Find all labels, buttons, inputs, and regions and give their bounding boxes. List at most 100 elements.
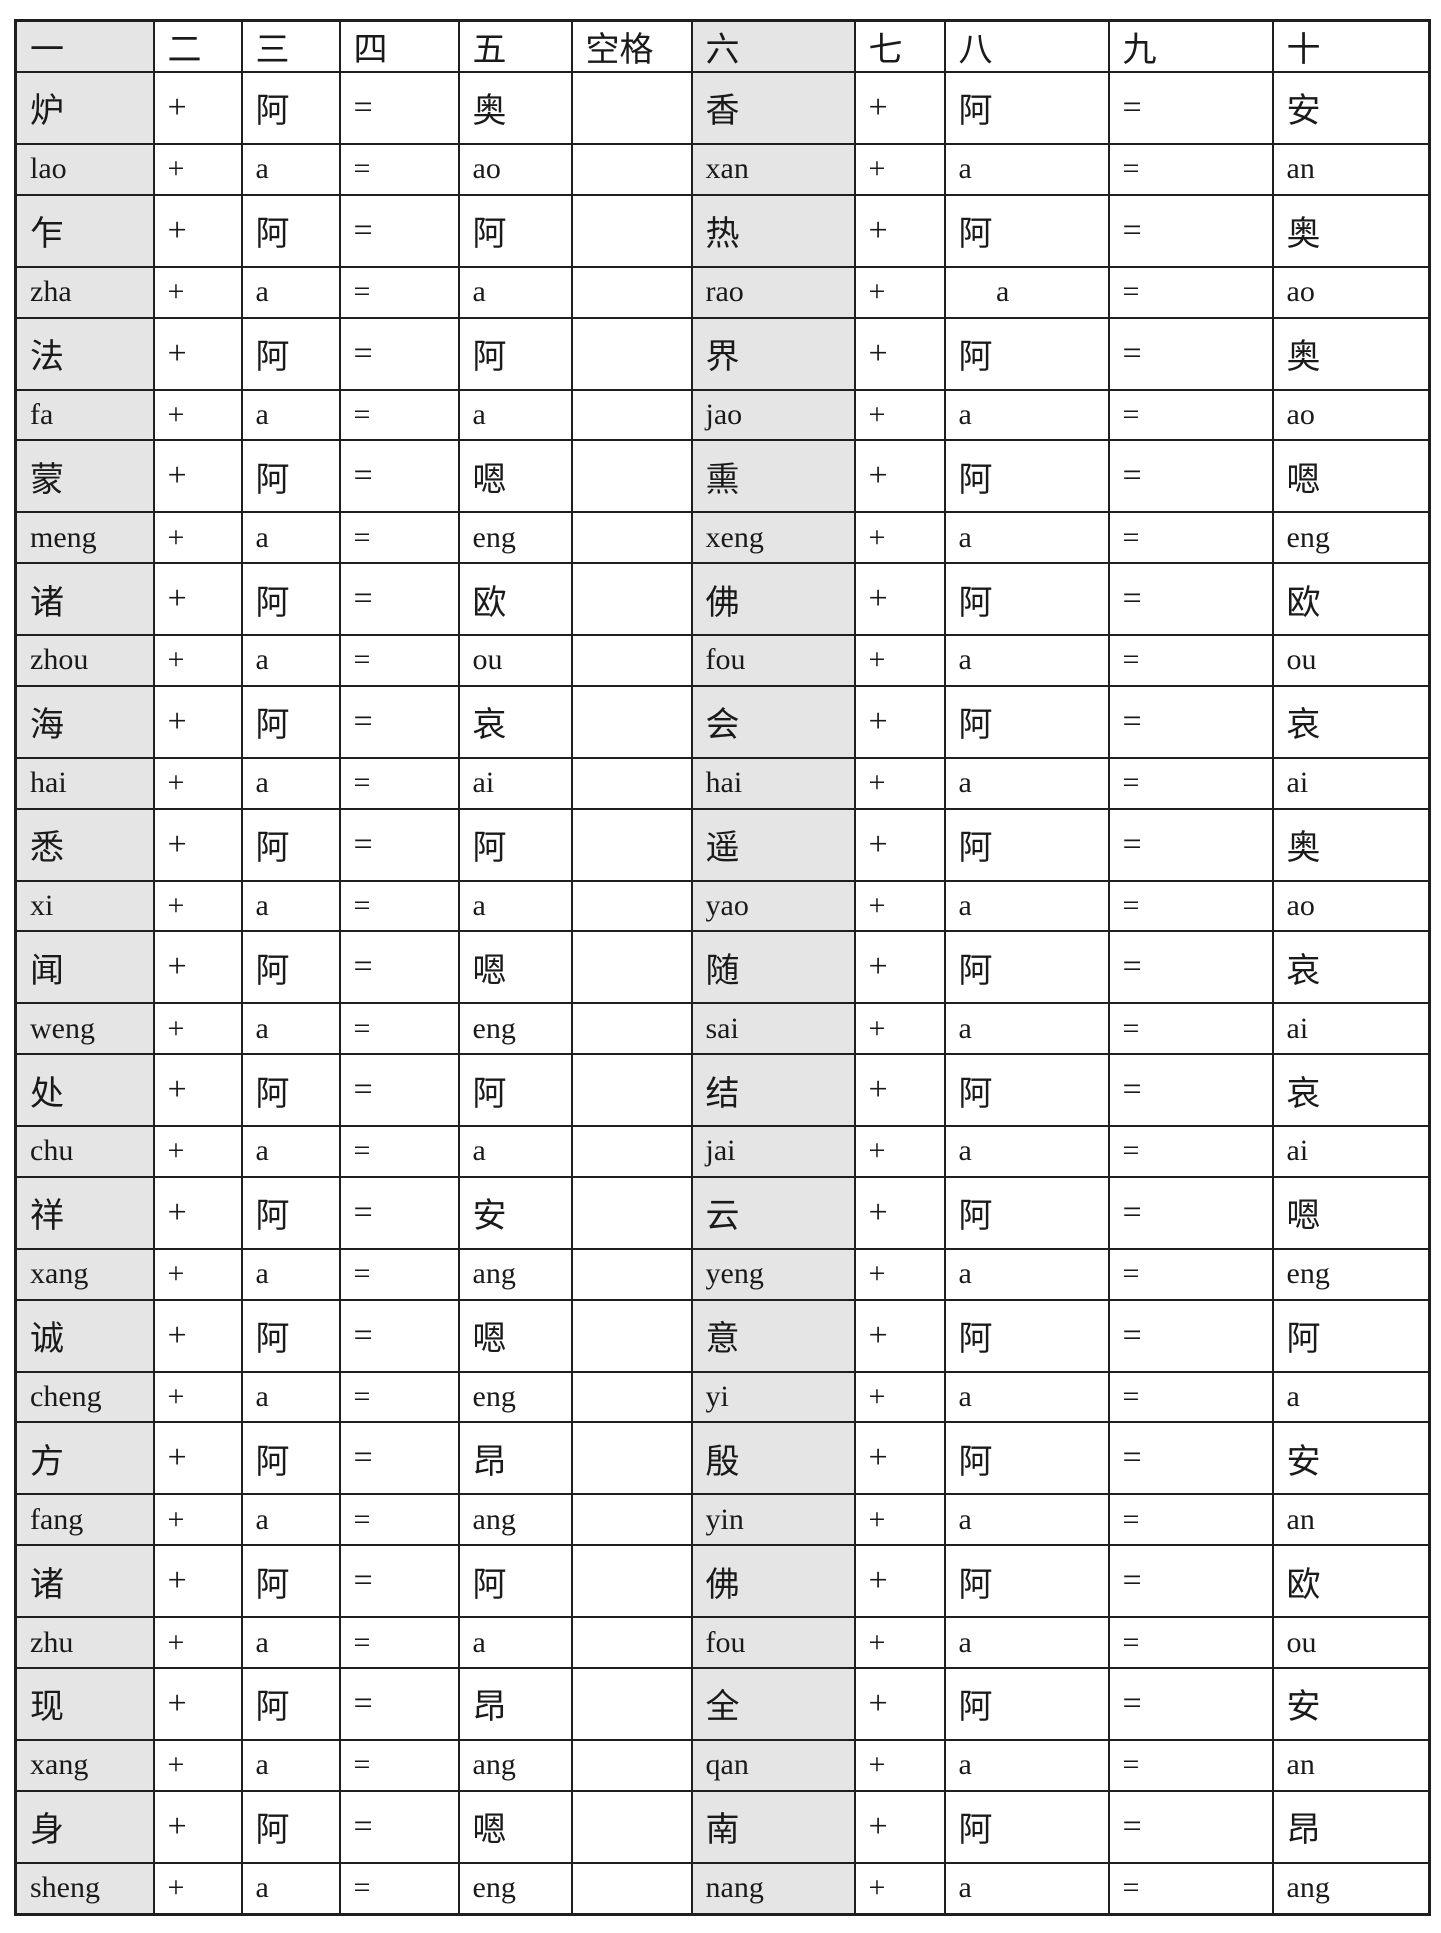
initial-cell: fou — [690, 634, 856, 687]
result-cell: 欧 — [457, 562, 573, 637]
pinyin-row: zha + a = a rao + a = ao — [14, 265, 1431, 319]
plus-cell: + — [853, 1493, 946, 1547]
initial-cell: 祥 — [14, 1175, 155, 1250]
pinyin-row: xang + a = ang yeng + a = eng — [14, 1247, 1431, 1301]
spacer-cell — [570, 71, 693, 145]
spacer-cell — [570, 1666, 693, 1741]
plus-cell: + — [152, 1493, 243, 1547]
initial-cell: 闻 — [14, 930, 155, 1005]
plus-cell: + — [152, 388, 243, 442]
a-cell: 阿 — [943, 1421, 1110, 1496]
initial-cell: zhu — [14, 1616, 155, 1669]
equals-cell: = — [338, 807, 460, 882]
initial-cell: nang — [690, 1861, 856, 1916]
result-cell: 嗯 — [1271, 1175, 1431, 1250]
result-cell: 哀 — [1271, 1053, 1431, 1128]
spacer-cell — [570, 1421, 693, 1496]
equals-cell: = — [338, 634, 460, 687]
result-cell: 欧 — [1271, 1544, 1431, 1619]
plus-cell: + — [152, 1125, 243, 1178]
pinyin-row: fang + a = ang yin + a = an — [14, 1493, 1431, 1547]
pinyin-row: meng + a = eng xeng + a = eng — [14, 511, 1431, 565]
result-cell: 安 — [1271, 1421, 1431, 1496]
initial-cell: weng — [14, 1002, 155, 1056]
result-cell: 奥 — [1271, 316, 1431, 391]
initial-cell: sai — [690, 1002, 856, 1056]
hanzi-row: 诚 + 阿 = 嗯意 + 阿 = 阿 — [14, 1298, 1431, 1373]
spacer-cell — [570, 1298, 693, 1373]
plus-cell: + — [152, 634, 243, 687]
header-cell-1: 一 — [14, 19, 155, 73]
plus-cell: + — [853, 756, 946, 810]
a-cell: 阿 — [943, 193, 1110, 268]
hanzi-row: 诸 + 阿 = 阿佛 + 阿 = 欧 — [14, 1544, 1431, 1619]
equals-cell: = — [338, 1370, 460, 1424]
hanzi-row: 身 + 阿 = 嗯南 + 阿 = 昂 — [14, 1789, 1431, 1864]
a-cell: 阿 — [240, 1544, 341, 1619]
initial-cell: 会 — [690, 684, 856, 759]
equals-cell: = — [1107, 879, 1274, 933]
initial-cell: yao — [690, 879, 856, 933]
result-cell: eng — [457, 511, 573, 565]
initial-cell: xan — [690, 142, 856, 196]
equals-cell: = — [1107, 1421, 1274, 1496]
plus-cell: + — [853, 807, 946, 882]
plus-cell: + — [853, 930, 946, 1005]
a-cell: 阿 — [240, 807, 341, 882]
result-cell: eng — [457, 1370, 573, 1424]
a-cell: 阿 — [240, 71, 341, 145]
a-cell: 阿 — [943, 562, 1110, 637]
equals-cell: = — [338, 388, 460, 442]
initial-cell: 处 — [14, 1053, 155, 1128]
result-cell: 昂 — [1271, 1789, 1431, 1864]
result-cell: ai — [1271, 1002, 1431, 1056]
spacer-cell — [570, 1002, 693, 1056]
equals-cell: = — [1107, 684, 1274, 759]
plus-cell: + — [152, 142, 243, 196]
plus-cell: + — [152, 1789, 243, 1864]
spacer-cell — [570, 1789, 693, 1864]
plus-cell: + — [152, 1175, 243, 1250]
result-cell: a — [457, 1125, 573, 1178]
header-cell-4: 四 — [338, 19, 460, 73]
equals-cell: = — [1107, 1175, 1274, 1250]
a-cell: a — [240, 1247, 341, 1301]
a-cell: a — [943, 1861, 1110, 1916]
result-cell: a — [457, 265, 573, 319]
plus-cell: + — [853, 1738, 946, 1792]
result-cell: 嗯 — [457, 1789, 573, 1864]
result-cell: ai — [1271, 756, 1431, 810]
equals-cell: = — [338, 1002, 460, 1056]
result-cell: ang — [1271, 1861, 1431, 1916]
equals-cell: = — [1107, 1247, 1274, 1301]
equals-cell: = — [338, 316, 460, 391]
hanzi-row: 悉 + 阿 = 阿遥 + 阿 = 奥 — [14, 807, 1431, 882]
pinyin-row: cheng + a = eng yi + a = a — [14, 1370, 1431, 1424]
initial-cell: yin — [690, 1493, 856, 1547]
a-cell: 阿 — [943, 1789, 1110, 1864]
a-cell: 阿 — [943, 1544, 1110, 1619]
plus-cell: + — [152, 562, 243, 637]
hanzi-row: 闻 + 阿 = 嗯随 + 阿 = 哀 — [14, 930, 1431, 1005]
result-cell: 嗯 — [457, 930, 573, 1005]
result-cell: 阿 — [457, 316, 573, 391]
equals-cell: = — [1107, 439, 1274, 514]
equals-cell: = — [1107, 1666, 1274, 1741]
a-cell: a — [240, 1370, 341, 1424]
plus-cell: + — [152, 684, 243, 759]
plus-cell: + — [853, 1125, 946, 1178]
initial-cell: 香 — [690, 71, 856, 145]
plus-cell: + — [853, 634, 946, 687]
initial-cell: 诸 — [14, 562, 155, 637]
equals-cell: = — [338, 1544, 460, 1619]
initial-cell: xeng — [690, 511, 856, 565]
a-cell: a — [240, 1493, 341, 1547]
a-cell: 阿 — [240, 684, 341, 759]
pinyin-row: hai + a = ai hai + a = ai — [14, 756, 1431, 810]
plus-cell: + — [853, 562, 946, 637]
result-cell: 阿 — [1271, 1298, 1431, 1373]
result-cell: eng — [1271, 511, 1431, 565]
hanzi-row: 海 + 阿 = 哀会 + 阿 = 哀 — [14, 684, 1431, 759]
plus-cell: + — [853, 439, 946, 514]
plus-cell: + — [152, 265, 243, 319]
